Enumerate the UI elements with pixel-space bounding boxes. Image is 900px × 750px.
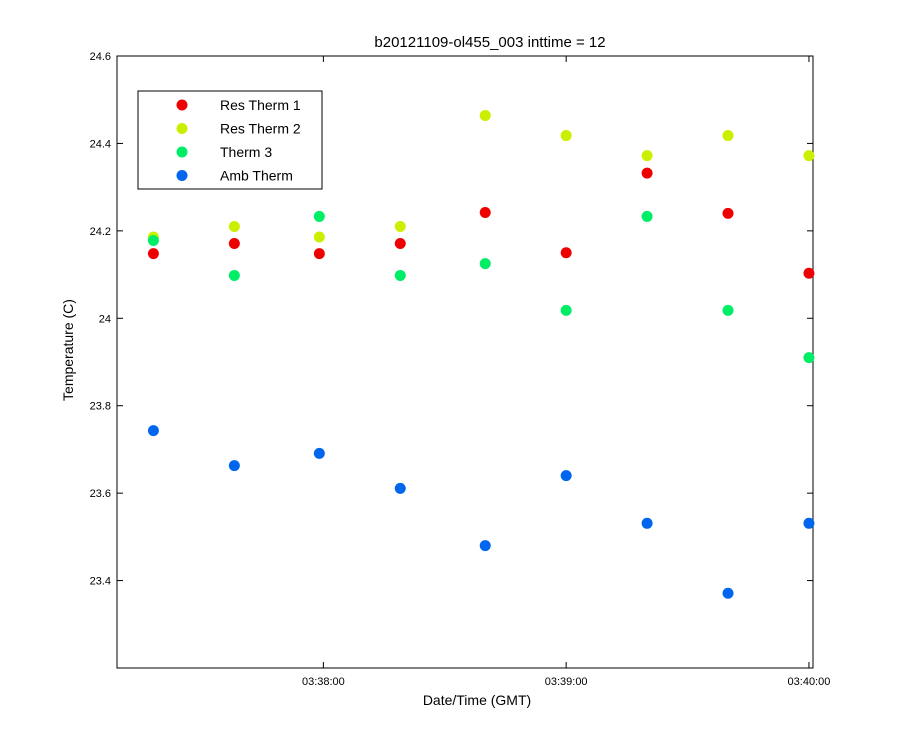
y-tick-label: 24.6 (90, 51, 111, 63)
data-point-amb-therm (560, 470, 572, 482)
data-point-res-therm-2 (228, 220, 240, 232)
legend-label: Amb Therm (220, 168, 293, 184)
data-point-res-therm-1 (560, 247, 572, 259)
data-point-amb-therm (147, 425, 159, 437)
data-point-amb-therm (394, 482, 406, 494)
data-point-res-therm-2 (560, 130, 572, 142)
data-point-res-therm-2 (479, 109, 491, 121)
data-point-res-therm-2 (641, 150, 653, 162)
axis-ticks: 23.4 23.6 23.8 24 24.2 24.4 24.6 03:38:00 03:39:… (90, 51, 831, 688)
data-point-therm-3 (722, 304, 734, 316)
legend-label: Therm 3 (220, 144, 272, 160)
data-point-therm-3 (803, 352, 815, 364)
data-point-res-therm-1 (479, 206, 491, 218)
data-point-res-therm-2 (803, 150, 815, 162)
legend: Res Therm 1 Res Therm 2 Therm 3 Amb Therm (137, 90, 323, 190)
data-point-res-therm-2 (722, 130, 734, 142)
legend-marker (176, 146, 188, 158)
x-axis-label: Date/Time (GMT) (423, 692, 531, 708)
data-point-res-therm-1 (722, 207, 734, 219)
y-tick-label: 24.4 (90, 138, 111, 150)
y-tick-label: 23.4 (90, 576, 111, 588)
data-point-res-therm-1 (147, 248, 159, 260)
chart-title: b20121109-ol455_003 inttime = 12 (374, 34, 605, 51)
y-tick-label: 23.8 (90, 401, 111, 413)
y-tick-label: 23.6 (90, 488, 111, 500)
data-point-therm-3 (479, 258, 491, 270)
data-point-amb-therm (722, 587, 734, 599)
data-point-therm-3 (641, 210, 653, 222)
data-point-res-therm-1 (313, 248, 325, 260)
data-point-therm-3 (313, 210, 325, 222)
data-point-res-therm-1 (803, 267, 815, 279)
x-tick-label: 03:39:00 (545, 676, 588, 688)
y-tick-label: 24.2 (90, 226, 111, 238)
data-point-amb-therm (313, 447, 325, 459)
legend-label: Res Therm 1 (220, 97, 301, 113)
data-point-res-therm-1 (228, 238, 240, 250)
data-point-therm-3 (228, 269, 240, 281)
data-point-res-therm-2 (394, 220, 406, 232)
data-point-therm-3 (560, 304, 572, 316)
data-point-amb-therm (641, 517, 653, 529)
legend-label: Res Therm 2 (220, 121, 301, 137)
x-tick-label: 03:40:00 (788, 676, 831, 688)
data-points (147, 109, 815, 599)
legend-marker (176, 170, 188, 181)
data-point-amb-therm (228, 460, 240, 472)
data-point-res-therm-1 (641, 167, 653, 179)
y-tick-label: 24 (99, 313, 111, 325)
legend-marker (176, 123, 188, 134)
y-axis-label: Temperature (C) (60, 299, 76, 401)
data-point-therm-3 (147, 234, 159, 246)
legend-box (137, 90, 323, 190)
legend-marker (176, 99, 188, 111)
data-point-therm-3 (394, 269, 406, 281)
plot-area (116, 55, 814, 669)
data-point-amb-therm (803, 517, 815, 529)
data-point-res-therm-1 (394, 238, 406, 250)
data-point-amb-therm (479, 540, 491, 552)
data-point-res-therm-2 (313, 231, 325, 243)
x-tick-label: 03:38:00 (302, 676, 345, 688)
